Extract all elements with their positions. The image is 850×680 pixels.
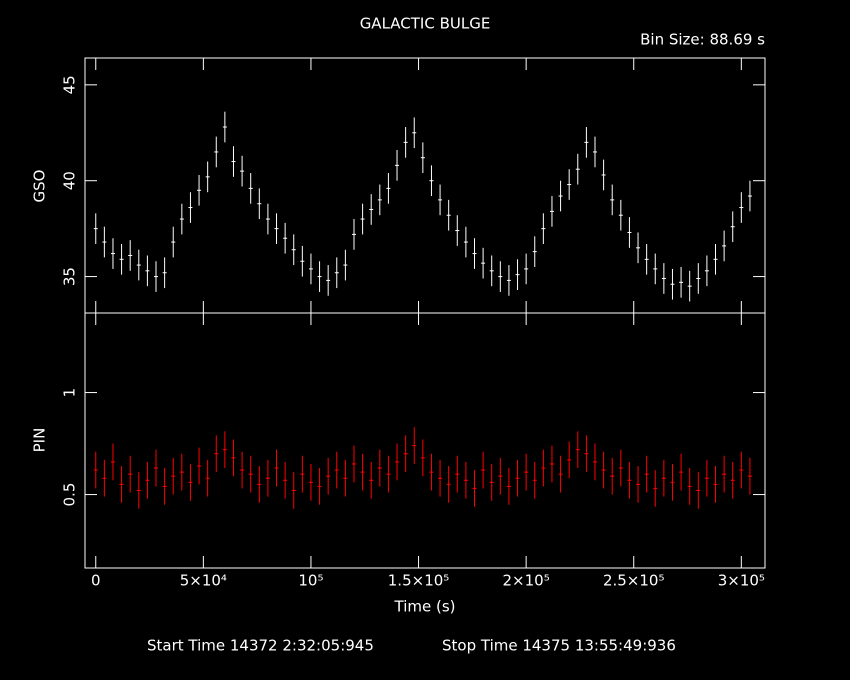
start-time: Start Time 14372 2:32:05:945 <box>147 637 374 655</box>
panel-frame <box>84 57 766 314</box>
x-tick-label: 3×10⁵ <box>718 572 765 590</box>
stop-time: Stop Time 14375 13:55:49:936 <box>442 637 676 655</box>
bin-size: Bin Size: 88.69 s <box>640 31 765 49</box>
y-tick-label: 0.5 <box>61 483 79 507</box>
x-tick-label: 0 <box>91 572 101 590</box>
y-tick-label: 45 <box>61 75 79 94</box>
x-tick-label: 10⁵ <box>298 572 323 590</box>
chart-title: GALACTIC BULGE <box>360 15 491 33</box>
panel-frame <box>84 312 766 569</box>
x-tick-label: 1.5×10⁵ <box>388 572 450 590</box>
x-tick-label: 2×10⁵ <box>503 572 550 590</box>
y-tick-label: 35 <box>61 267 79 286</box>
x-tick-label: 5×10⁴ <box>180 572 227 590</box>
x-tick-label: 2.5×10⁵ <box>603 572 665 590</box>
y-axis-label: PIN <box>31 428 49 453</box>
x-axis-label: Time (s) <box>394 598 456 616</box>
y-tick-label: 40 <box>61 171 79 190</box>
y-axis-label: GSO <box>31 170 49 203</box>
y-tick-label: 1 <box>61 388 79 398</box>
